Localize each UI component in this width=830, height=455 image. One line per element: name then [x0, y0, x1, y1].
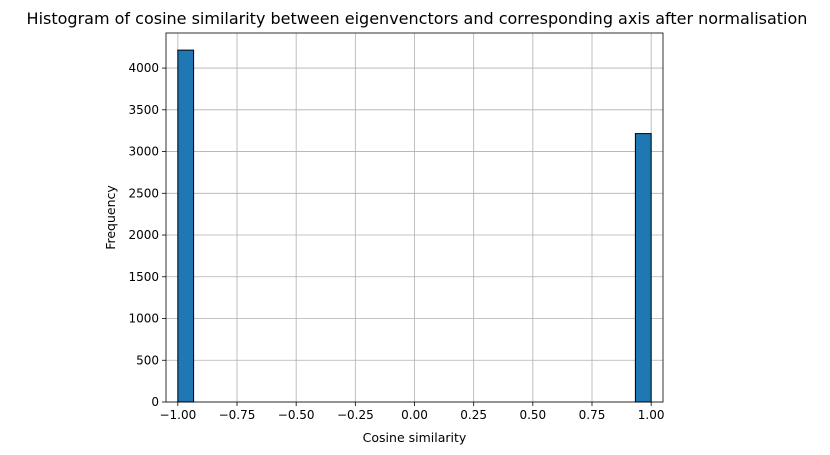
- x-axis-label: Cosine similarity: [363, 430, 467, 445]
- x-tick-label: 1.00: [638, 408, 665, 422]
- y-tick-label: 4000: [128, 61, 159, 75]
- grid: [166, 33, 663, 403]
- y-axis-label: Frequency: [103, 185, 118, 250]
- y-axis-ticks: 0 500 1000 1500 2000 2500 3000 3500 4000: [128, 61, 166, 409]
- y-tick-label: 2500: [128, 186, 159, 200]
- x-tick-label: 0.50: [519, 408, 546, 422]
- x-tick-label: −0.25: [337, 408, 374, 422]
- y-tick-label: 1500: [128, 270, 159, 284]
- x-tick-label: 0.75: [579, 408, 606, 422]
- x-tick-label: −0.75: [219, 408, 256, 422]
- histogram-bar: [634, 133, 652, 403]
- x-tick-label: 0.25: [460, 408, 487, 422]
- y-tick-label: 0: [151, 395, 159, 409]
- y-tick-label: 3500: [128, 103, 159, 117]
- x-tick-label: −0.50: [278, 408, 315, 422]
- x-tick-label: −1.00: [159, 408, 196, 422]
- x-axis-ticks: −1.00 −0.75 −0.50 −0.25 0.00 0.25 0.50 0.75 1.00: [159, 402, 665, 422]
- y-tick-label: 1000: [128, 312, 159, 326]
- y-tick-label: 500: [136, 353, 159, 367]
- histogram-bar: [177, 49, 195, 403]
- histogram-bars: [177, 49, 652, 403]
- chart-title: Histogram of cosine similarity between e…: [27, 9, 808, 28]
- x-tick-label: 0.00: [401, 408, 428, 422]
- y-tick-label: 3000: [128, 145, 159, 159]
- y-tick-label: 2000: [128, 228, 159, 242]
